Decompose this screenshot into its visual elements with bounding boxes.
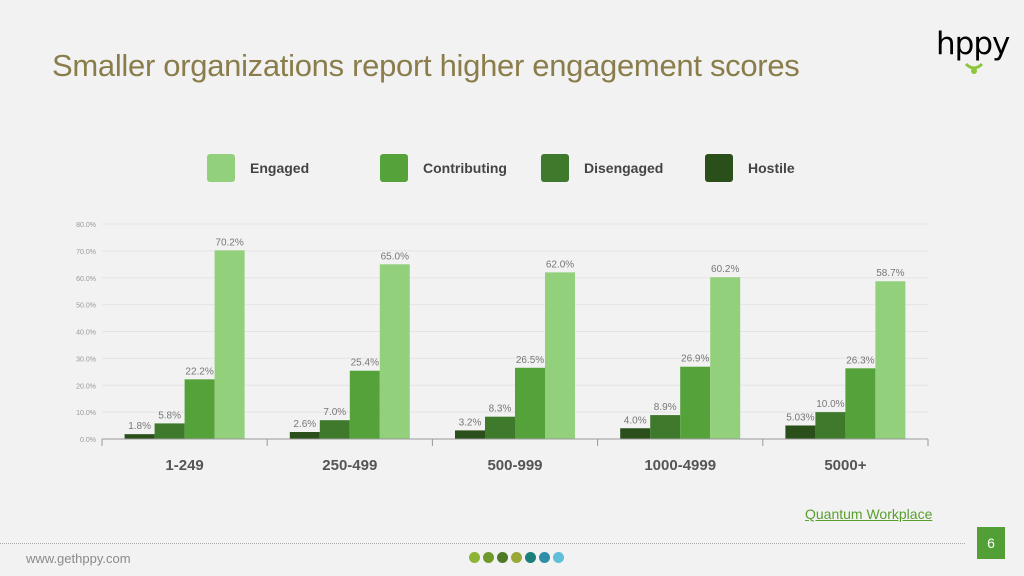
data-label: 4.0% bbox=[624, 415, 647, 426]
y-tick-label: 10.0% bbox=[76, 410, 96, 417]
page-number: 6 bbox=[977, 527, 1005, 559]
legend-swatch bbox=[207, 154, 235, 182]
y-tick-label: 70.0% bbox=[76, 249, 96, 256]
data-label: 1.8% bbox=[128, 421, 151, 432]
bar bbox=[680, 366, 711, 439]
x-tick-label: 1-249 bbox=[165, 457, 203, 474]
legend-label: Engaged bbox=[250, 160, 309, 176]
data-label: 60.2% bbox=[711, 264, 739, 275]
legend-swatch bbox=[541, 154, 569, 182]
footer-dot bbox=[483, 552, 494, 563]
bar bbox=[785, 425, 816, 439]
bar bbox=[650, 415, 681, 439]
bar bbox=[710, 277, 741, 439]
data-label: 7.0% bbox=[323, 407, 346, 418]
data-label: 5.03% bbox=[786, 412, 814, 423]
data-label: 26.3% bbox=[846, 355, 874, 366]
data-label: 2.6% bbox=[293, 419, 316, 430]
x-tick-label: 500-999 bbox=[487, 457, 542, 474]
bar bbox=[214, 250, 245, 439]
legend-swatch bbox=[380, 154, 408, 182]
data-label: 70.2% bbox=[215, 237, 243, 248]
footer-dot bbox=[511, 552, 522, 563]
data-label: 58.7% bbox=[876, 268, 904, 279]
bar bbox=[875, 281, 906, 439]
brand-logo: hppy bbox=[936, 26, 1011, 74]
data-label: 25.4% bbox=[351, 358, 379, 369]
y-tick-label: 0.0% bbox=[80, 437, 96, 444]
bar bbox=[289, 432, 320, 439]
logo-text: hppy bbox=[936, 26, 1010, 62]
bar bbox=[845, 368, 876, 439]
y-tick-label: 20.0% bbox=[76, 383, 96, 390]
data-label: 5.8% bbox=[158, 410, 181, 421]
data-label: 62.0% bbox=[546, 259, 574, 270]
footer-dot bbox=[469, 552, 480, 563]
data-label: 22.2% bbox=[185, 366, 213, 377]
footer-dots bbox=[469, 552, 564, 563]
bar bbox=[379, 264, 410, 439]
legend-label: Contributing bbox=[423, 160, 507, 176]
website-url: www.gethppy.com bbox=[26, 551, 131, 566]
legend-swatch bbox=[705, 154, 733, 182]
bar bbox=[455, 430, 485, 439]
legend-label: Hostile bbox=[748, 160, 795, 176]
bar bbox=[485, 416, 515, 439]
bar bbox=[815, 412, 846, 439]
bar bbox=[349, 370, 380, 439]
y-tick-label: 80.0% bbox=[76, 222, 96, 229]
data-label: 65.0% bbox=[381, 251, 409, 262]
bar bbox=[124, 434, 155, 439]
x-axis: 1-249 250-499 500-999 1000-4999 5000+ bbox=[101, 438, 929, 474]
footer-dot bbox=[497, 552, 508, 563]
smile-dot-icon bbox=[971, 68, 977, 74]
x-tick-label: 1000-4999 bbox=[644, 457, 716, 474]
bar bbox=[515, 367, 545, 439]
bar bbox=[545, 272, 575, 439]
bars: 1.8% 5.8% 22.2% 70.2% 2.6% 7.0% 25.4% 65.0% 3.2%… bbox=[124, 237, 906, 439]
x-tick-label: 5000+ bbox=[824, 457, 866, 474]
footer-dot bbox=[539, 552, 550, 563]
y-tick-label: 40.0% bbox=[76, 330, 96, 337]
source-link[interactable]: Quantum Workplace bbox=[805, 506, 933, 522]
y-tick-label: 60.0% bbox=[76, 276, 96, 283]
bar bbox=[620, 428, 651, 439]
y-tick-label: 30.0% bbox=[76, 356, 96, 363]
footer-dot bbox=[525, 552, 536, 563]
footer-dot bbox=[553, 552, 564, 563]
bar bbox=[319, 420, 350, 439]
footer-divider bbox=[0, 543, 965, 544]
bar bbox=[154, 423, 185, 439]
data-label: 8.9% bbox=[654, 402, 677, 413]
y-axis: 0.0% 10.0% 20.0% 30.0% 40.0% 50.0% 60.0% 70.0% 8… bbox=[76, 222, 96, 444]
data-label: 10.0% bbox=[816, 399, 844, 410]
bar bbox=[184, 379, 215, 439]
y-tick-label: 50.0% bbox=[76, 303, 96, 310]
page-title: Smaller organizations report higher enga… bbox=[52, 48, 800, 83]
data-label: 3.2% bbox=[459, 417, 482, 428]
data-label: 26.5% bbox=[516, 355, 544, 366]
x-tick-label: 250-499 bbox=[322, 457, 377, 474]
data-label: 26.9% bbox=[681, 354, 709, 365]
chart-legend: Engaged Contributing Disengaged Hostile bbox=[207, 154, 795, 182]
legend-label: Disengaged bbox=[584, 160, 663, 176]
data-label: 8.3% bbox=[489, 404, 512, 415]
